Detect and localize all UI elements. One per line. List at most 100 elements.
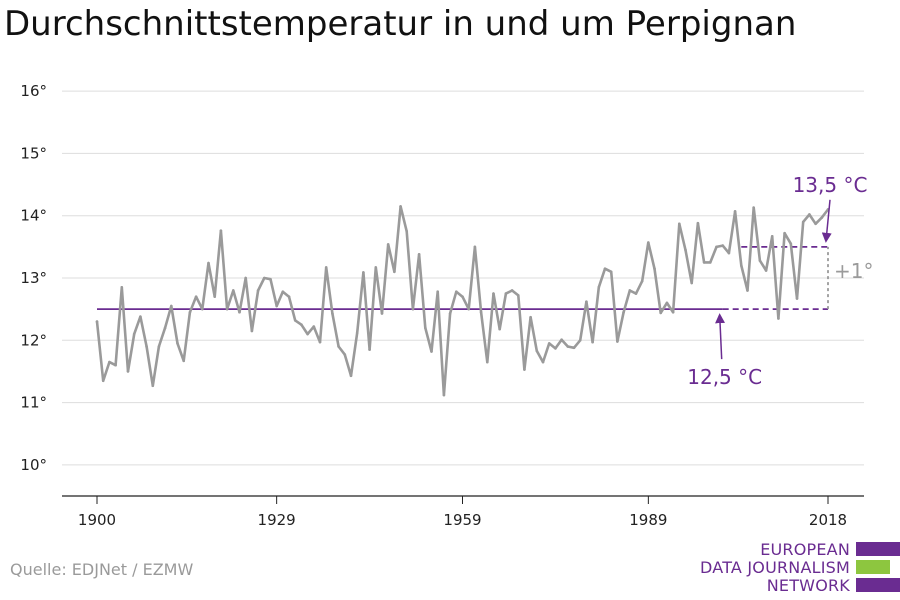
- data-point-1947: [386, 243, 390, 246]
- data-point-1924: [244, 276, 247, 280]
- data-point-1978: [578, 338, 582, 342]
- data-point-1975: [560, 338, 563, 341]
- data-point-2009: [770, 234, 774, 238]
- label-13-5: 13,5 °C: [793, 173, 868, 197]
- data-point-1928: [269, 277, 272, 281]
- data-point-1943: [362, 271, 365, 274]
- data-point-1977: [572, 346, 576, 350]
- data-point-1983: [609, 270, 613, 274]
- data-point-1940: [343, 353, 347, 356]
- data-point-1916: [194, 295, 198, 298]
- x-tick-label-1959: 1959: [443, 511, 481, 529]
- data-point-1910: [157, 345, 161, 348]
- data-point-1914: [182, 359, 186, 363]
- data-point-1966: [504, 292, 508, 295]
- data-point-1941: [349, 374, 353, 378]
- x-tick-label-1929: 1929: [258, 511, 296, 529]
- data-point-1956: [442, 393, 446, 397]
- data-point-1989: [647, 241, 650, 244]
- data-point-1938: [331, 312, 334, 315]
- x-axis: 1900 1929 1959 1989 2018: [62, 495, 864, 529]
- data-point-1992: [665, 301, 669, 305]
- data-point-1990: [653, 267, 656, 270]
- data-point-1932: [293, 319, 297, 322]
- data-point-1925: [250, 329, 254, 333]
- data-point-1912: [170, 304, 173, 308]
- data-point-1922: [231, 289, 235, 292]
- logo-bar-purple-bottom: [856, 578, 900, 592]
- data-point-1951: [411, 307, 415, 311]
- arrow-12-5: [715, 313, 726, 360]
- source-note: Quelle: EDJNet / EZMW: [10, 560, 194, 579]
- data-point-1974: [554, 347, 557, 350]
- logo-line-3: NETWORK: [766, 576, 850, 595]
- data-point-2014: [801, 220, 805, 224]
- data-point-1979: [585, 300, 588, 303]
- data-point-1969: [523, 368, 526, 371]
- data-point-1976: [566, 345, 570, 348]
- data-point-2001: [721, 244, 724, 247]
- series-layer: [95, 205, 830, 397]
- data-point-1970: [529, 315, 532, 319]
- data-point-1945: [374, 266, 378, 269]
- data-point-1981: [597, 286, 601, 289]
- data-point-1964: [492, 292, 495, 295]
- data-point-2010: [777, 317, 780, 320]
- data-point-1929: [275, 304, 278, 308]
- data-point-1991: [659, 311, 663, 315]
- grid-layer: 10° 11° 12° 13° 14° 15° 16°: [20, 82, 864, 474]
- chart-title: Durchschnittstemperatur in und um Perpig…: [4, 4, 797, 44]
- data-point-1923: [238, 310, 241, 314]
- logo-line-2: DATA JOURNALISM: [700, 558, 850, 577]
- data-point-1935: [312, 325, 316, 328]
- data-point-1993: [671, 310, 675, 314]
- data-point-1927: [262, 276, 266, 280]
- data-point-1986: [628, 289, 632, 292]
- data-point-2012: [789, 242, 793, 246]
- data-point-1907: [139, 315, 142, 318]
- data-point-1917: [201, 307, 204, 311]
- data-point-1961: [473, 245, 477, 249]
- data-point-1920: [219, 229, 223, 232]
- data-point-1926: [256, 289, 260, 292]
- annotations: 12,5 °C 13,5 °C +1°: [687, 173, 873, 389]
- data-point-1955: [436, 290, 440, 294]
- data-point-1998: [702, 261, 706, 264]
- data-point-1918: [207, 261, 210, 265]
- data-point-2005: [746, 289, 749, 292]
- data-point-1939: [337, 345, 340, 348]
- data-point-1901: [101, 379, 105, 383]
- data-point-1985: [622, 310, 625, 314]
- data-point-1994: [678, 222, 681, 226]
- data-point-1957: [448, 312, 452, 315]
- data-point-2007: [758, 259, 762, 262]
- data-point-2017: [820, 216, 824, 219]
- data-point-1933: [300, 323, 303, 327]
- data-point-1937: [324, 266, 328, 269]
- x-tick-label-1989: 1989: [629, 511, 667, 529]
- y-tick-label-14: 14°: [20, 207, 47, 225]
- data-point-1984: [616, 340, 619, 343]
- data-point-1952: [417, 253, 421, 256]
- data-point-1931: [287, 295, 291, 298]
- x-tick-label-1900: 1900: [78, 511, 116, 529]
- y-tick-label-13: 13°: [20, 269, 47, 287]
- data-point-1949: [399, 205, 402, 208]
- data-point-1900: [95, 320, 99, 323]
- data-point-1954: [430, 350, 433, 353]
- data-point-1971: [535, 349, 539, 353]
- data-point-1988: [640, 279, 644, 283]
- data-point-1987: [634, 292, 638, 295]
- data-point-1953: [424, 326, 427, 330]
- x-tick-label-2018: 2018: [809, 511, 847, 529]
- data-point-1973: [547, 342, 551, 345]
- data-point-1936: [318, 340, 322, 344]
- data-point-1996: [690, 281, 694, 285]
- data-point-2013: [795, 297, 799, 300]
- data-point-1995: [684, 248, 687, 252]
- data-point-1965: [498, 327, 501, 331]
- data-point-1904: [120, 286, 124, 289]
- data-point-1934: [306, 332, 309, 336]
- data-point-1999: [708, 261, 712, 264]
